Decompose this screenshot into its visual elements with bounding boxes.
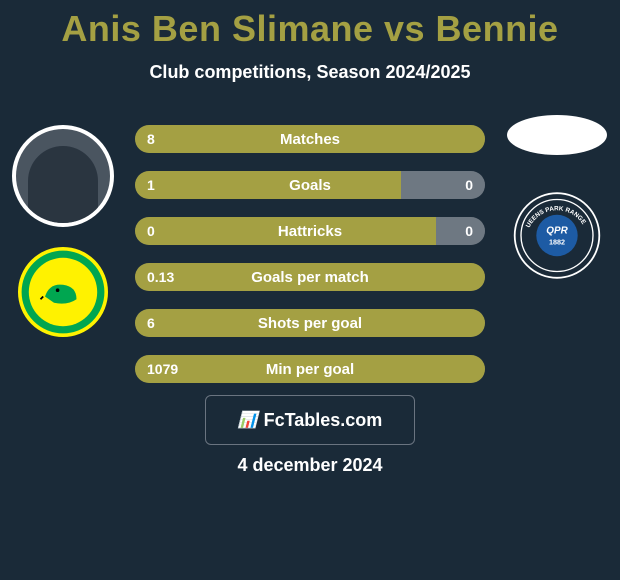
page-subtitle: Club competitions, Season 2024/2025 (0, 62, 620, 83)
watermark-text: FcTables.com (264, 410, 383, 431)
svg-text:QPR: QPR (546, 225, 568, 236)
stats-bars: Matches8Goals10Hattricks00Goals per matc… (135, 125, 485, 401)
stat-bar-left (135, 263, 485, 291)
page-title: Anis Ben Slimane vs Bennie (0, 0, 620, 50)
right-club-logo: QUEENS PARK RANGERS QPR 1882 (512, 190, 602, 280)
stat-bar: Matches8 (135, 125, 485, 153)
stat-bar: Goals per match0.13 (135, 263, 485, 291)
left-club-logo (18, 247, 108, 337)
right-player-avatar (507, 115, 607, 155)
avatar-silhouette-icon (28, 146, 98, 226)
stat-bar: Goals10 (135, 171, 485, 199)
stat-value-right: 0 (465, 217, 473, 245)
stat-bar: Min per goal1079 (135, 355, 485, 383)
stat-bar-left (135, 355, 485, 383)
watermark: 📊 FcTables.com (205, 395, 415, 445)
stat-value-left: 1 (147, 171, 155, 199)
stat-bar-left (135, 171, 401, 199)
stat-bar-left (135, 309, 485, 337)
stat-value-left: 1079 (147, 355, 178, 383)
stat-bar-left (135, 125, 485, 153)
stat-bar: Hattricks00 (135, 217, 485, 245)
stat-value-left: 6 (147, 309, 155, 337)
stat-value-left: 8 (147, 125, 155, 153)
stat-bar-right (436, 217, 485, 245)
chart-icon: 📊 (238, 410, 258, 430)
left-player-column (8, 125, 118, 337)
date-label: 4 december 2024 (0, 455, 620, 476)
stat-bar: Shots per goal6 (135, 309, 485, 337)
club-founded-year: 1882 (549, 237, 565, 246)
stat-value-left: 0 (147, 217, 155, 245)
stat-value-left: 0.13 (147, 263, 174, 291)
stat-bar-left (135, 217, 436, 245)
stat-value-right: 0 (465, 171, 473, 199)
right-player-column: QUEENS PARK RANGERS QPR 1882 (502, 115, 612, 280)
left-player-avatar (12, 125, 114, 227)
